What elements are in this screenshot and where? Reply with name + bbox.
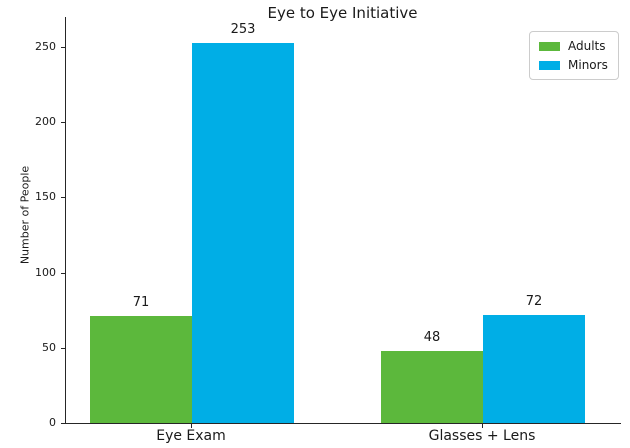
bar-adults-glasses-lens xyxy=(381,350,483,423)
y-tick-label: 0 xyxy=(49,416,56,429)
bar-value-label: 48 xyxy=(423,329,441,345)
bar-adults-eye-exam xyxy=(90,316,192,423)
x-tick-mark xyxy=(191,424,192,428)
y-tick-label: 100 xyxy=(35,265,56,279)
y-tick-label: 150 xyxy=(35,190,56,204)
x-tick-label-eye-exam: Eye Exam xyxy=(156,428,226,444)
chart-title: Eye to Eye Initiative xyxy=(267,4,418,22)
y-tick-mark xyxy=(61,423,65,424)
y-tick-mark xyxy=(61,47,65,49)
minors-color-swatch xyxy=(539,60,560,70)
plot-area: 71 253 48 72 xyxy=(65,17,621,424)
bar-value-label: 71 xyxy=(132,295,150,311)
y-tick-label: 50 xyxy=(42,340,56,354)
bar-minors-glasses-lens xyxy=(483,314,585,423)
y-tick-label: 250 xyxy=(35,40,56,54)
legend: Adults Minors xyxy=(529,31,619,80)
y-tick-mark xyxy=(61,347,65,349)
x-tick-label-glasses-lens: Glasses + Lens xyxy=(428,428,536,444)
bar-value-label: 253 xyxy=(230,21,256,37)
legend-item-minors: Minors xyxy=(539,58,608,72)
y-tick-mark xyxy=(61,122,65,124)
adults-color-swatch xyxy=(539,41,560,51)
bar-value-label: 72 xyxy=(525,293,543,309)
x-tick-mark xyxy=(482,424,483,428)
y-tick-mark xyxy=(61,272,65,274)
y-tick-label: 200 xyxy=(35,115,56,129)
legend-label-minors: Minors xyxy=(568,58,608,72)
y-axis-label: Number of People xyxy=(18,165,32,265)
legend-label-adults: Adults xyxy=(568,39,606,53)
legend-item-adults: Adults xyxy=(539,39,608,53)
bar-minors-eye-exam xyxy=(192,42,294,423)
y-tick-mark xyxy=(61,197,65,199)
